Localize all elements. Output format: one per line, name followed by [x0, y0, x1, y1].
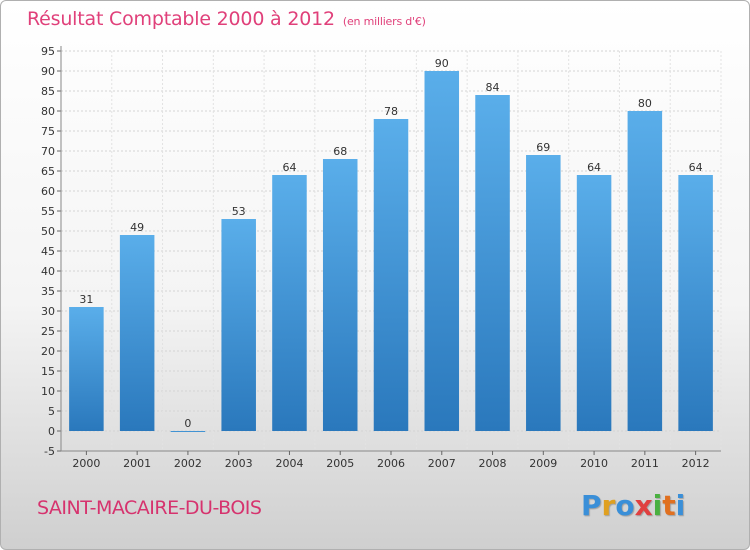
- value-label-2001: 49: [130, 221, 144, 234]
- logo-letter: r: [601, 489, 616, 522]
- x-tick-label-2001: 2001: [123, 457, 151, 470]
- bar-2001: [119, 235, 155, 431]
- y-tick-label: 55: [41, 205, 55, 218]
- y-tick-label: 80: [41, 105, 55, 118]
- x-tick-label-2010: 2010: [580, 457, 608, 470]
- bar-2012: [678, 175, 713, 431]
- y-tick-label: -5: [44, 445, 55, 458]
- y-tick-label: 20: [41, 345, 55, 358]
- bar-2000: [69, 307, 104, 431]
- value-label-2003: 53: [232, 205, 246, 218]
- value-label-2008: 84: [486, 81, 500, 94]
- x-tick-label-2011: 2011: [631, 457, 659, 470]
- chart-title: Résultat Comptable 2000 à 2012 (en millie…: [27, 8, 426, 30]
- chart-title-text: Résultat Comptable 2000 à 2012: [27, 8, 335, 30]
- value-label-2009: 69: [536, 141, 550, 154]
- y-tick-label: 60: [41, 185, 55, 198]
- y-tick-label: 5: [48, 405, 55, 418]
- logo-letter: o: [615, 489, 635, 522]
- x-tick-label-2005: 2005: [326, 457, 354, 470]
- axes: -5 0 5 10 15 20 25 30 35 40 45 50 55 60 65 70 75 80 85 90 95…: [41, 45, 721, 470]
- y-tick-label: 85: [41, 85, 55, 98]
- value-label-2010: 64: [587, 161, 601, 174]
- bar-2009: [526, 155, 561, 431]
- y-tick-label: 15: [41, 365, 55, 378]
- bar-2002: [170, 431, 206, 432]
- bar-2010: [576, 175, 612, 431]
- value-label-2005: 68: [333, 145, 347, 158]
- logo-letter: i: [652, 489, 663, 522]
- x-tick-label-2006: 2006: [377, 457, 405, 470]
- logo-letter: t: [662, 489, 676, 522]
- bar-2008: [475, 95, 510, 431]
- value-label-2004: 64: [282, 161, 296, 174]
- value-label-2000: 31: [79, 293, 93, 306]
- y-tick-label: 70: [41, 145, 55, 158]
- city-name: SAINT-MACAIRE-DU-BOIS: [37, 497, 262, 519]
- grid-lines: [60, 50, 722, 452]
- y-tick-label: 30: [41, 305, 55, 318]
- bar-2005: [322, 159, 358, 431]
- bar-2003: [221, 219, 256, 431]
- y-tick-label: 90: [41, 65, 55, 78]
- y-tick-label: 10: [41, 385, 55, 398]
- chart-subtitle: (en milliers d'€): [342, 15, 426, 28]
- logo-letter: i: [675, 489, 686, 522]
- y-tick-label: 50: [41, 225, 55, 238]
- bar-2004: [272, 175, 307, 431]
- value-label-2007: 90: [435, 57, 449, 70]
- y-tick-label: 45: [41, 245, 55, 258]
- y-tick-label: 65: [41, 165, 55, 178]
- x-tick-label-2000: 2000: [72, 457, 100, 470]
- x-tick-label-2003: 2003: [225, 457, 253, 470]
- bar-2006: [373, 119, 409, 431]
- bar-2011: [627, 111, 663, 431]
- y-tick-label: 35: [41, 285, 55, 298]
- y-tick-label: 25: [41, 325, 55, 338]
- value-label-2011: 80: [638, 97, 652, 110]
- value-label-2006: 78: [384, 105, 398, 118]
- logo-letter: x: [634, 489, 653, 522]
- x-tick-label-2009: 2009: [529, 457, 557, 470]
- y-tick-label: 75: [41, 125, 55, 138]
- y-tick-label: 40: [41, 265, 55, 278]
- x-tick-label-2007: 2007: [428, 457, 456, 470]
- logo-letter: P: [581, 489, 602, 522]
- x-tick-label-2002: 2002: [174, 457, 202, 470]
- x-tick-label-2008: 2008: [479, 457, 507, 470]
- y-tick-label: 95: [41, 45, 55, 58]
- proxiti-logo: Proxiti: [581, 489, 685, 522]
- value-label-2002: 0: [184, 417, 191, 430]
- bars: 31 49 0 53 64 68 78 90 84 69 64 80 64: [69, 57, 713, 432]
- x-tick-label-2004: 2004: [275, 457, 303, 470]
- bar-2007: [424, 71, 460, 431]
- x-tick-label-2012: 2012: [682, 457, 710, 470]
- y-tick-label: 0: [48, 425, 55, 438]
- value-label-2012: 64: [689, 161, 703, 174]
